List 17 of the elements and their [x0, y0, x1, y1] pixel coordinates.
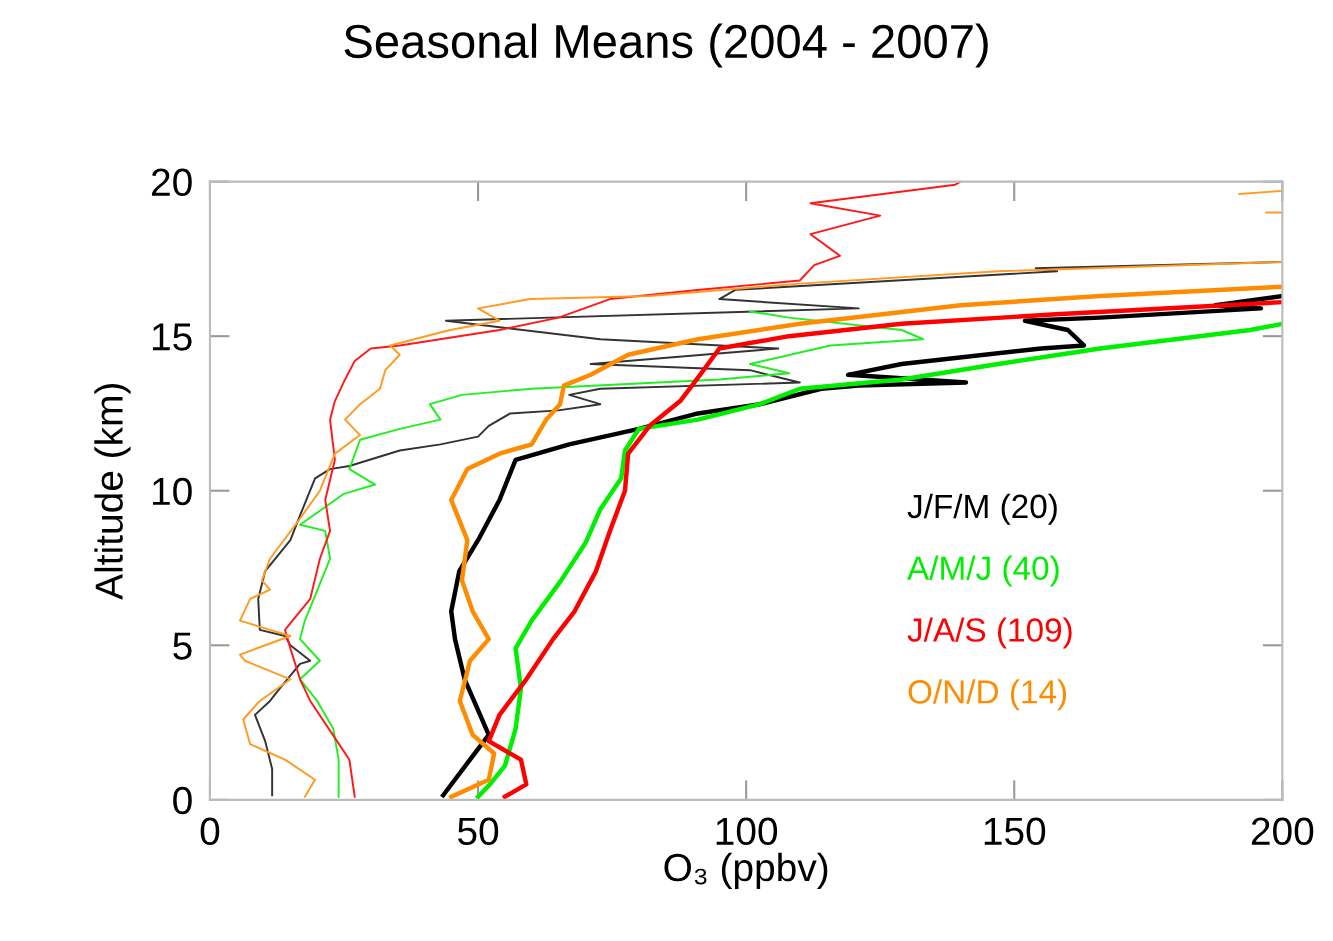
x-tick-label: 150: [984, 817, 1046, 846]
x-tick-label: 200: [1251, 817, 1314, 846]
text: J/F/M (20): [907, 493, 1057, 525]
y-tick-label: 15: [152, 323, 192, 351]
y-tick-label: 20: [151, 168, 192, 197]
text: O/N/D (14): [908, 679, 1067, 711]
y-tick-label: 5: [173, 632, 192, 660]
text: J/A/S (109): [907, 617, 1072, 649]
x-tick-label: 100: [716, 817, 778, 846]
x-axis-title: O₃ (ppbv): [664, 852, 828, 890]
chart-title: Seasonal Means (2004 - 2007): [344, 23, 988, 68]
y-axis-title: Altitude (km): [94, 384, 131, 600]
y-tick-label: 10: [152, 477, 192, 506]
text: A/M/J (40): [907, 555, 1059, 587]
x-tick-label: 0: [200, 817, 220, 846]
y-tick-label: 0: [173, 786, 192, 815]
x-tick-label: 50: [457, 817, 499, 846]
